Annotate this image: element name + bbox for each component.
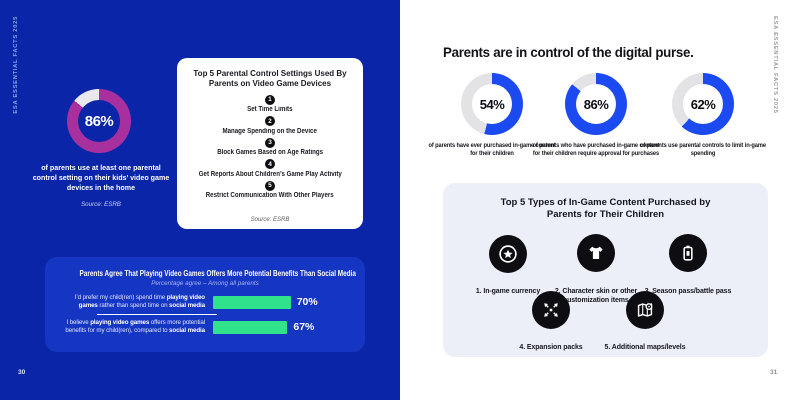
number-badge: 2 (264, 116, 275, 127)
edition-label-right: ESA ESSENTIAL FACTS 2025 (772, 16, 778, 114)
list-item-label: Manage Spending on the Device (222, 127, 318, 135)
purchase-item-label: 3. Season pass/battle pass (644, 288, 732, 295)
donut-hole: 54% (472, 84, 512, 124)
bar-label-text: rather than spend time on (97, 302, 170, 310)
bar-label: I’d prefer my child(ren) spend time play… (57, 294, 205, 310)
donut-value: 62% (690, 96, 716, 112)
donut-value: 86% (583, 96, 609, 112)
divider (97, 314, 217, 316)
number-badge: 1 (264, 94, 275, 105)
in-game-purchases-title: Top 5 Types of In-Game Content Purchased… (500, 197, 711, 221)
page-number-left: 30 (18, 369, 26, 376)
approval-required-donut-chart: 86% (565, 73, 627, 135)
number-badge: 4 (265, 159, 275, 170)
top5-settings-title: Top 5 Parental Control Settings Used By … (193, 69, 347, 89)
parental-controls-source: Source: ESRB (81, 201, 121, 208)
purchase-item-label: 4. Expansion packs (519, 344, 583, 351)
bar-label-bold: social media (169, 302, 205, 310)
bar (213, 320, 288, 334)
donut-hole: 62% (683, 84, 723, 124)
donut-caption: of parents have ever purchased in-game c… (428, 142, 556, 158)
donut-value: 54% (479, 96, 505, 112)
expand-arrows-icon (532, 291, 570, 329)
donut-caption: of parents who have purchased in-game co… (532, 142, 660, 158)
page-number-right: 31 (770, 369, 778, 376)
donut-caption: of parents use parental controls to limi… (640, 142, 766, 158)
bar-label-text: offers more potential benefits for my ch… (65, 319, 205, 335)
coin-icon (489, 235, 527, 273)
spending-limit-donut-chart: 62% (672, 73, 734, 135)
list-item-label: Set Time Limits (247, 106, 293, 114)
benefits-vs-social-media-chart: Parents Agree That Playing Video Games O… (45, 257, 365, 352)
list-item: 2 Manage Spending on the Device (216, 116, 323, 135)
benefits-bar-rows: I’d prefer my child(ren) spend time play… (45, 294, 365, 335)
edition-label-left: ESA ESSENTIAL FACTS 2025 (13, 16, 19, 114)
bar-value: 70% (296, 296, 318, 309)
donut-hole: 86% (576, 84, 616, 124)
bar-label-text: I believe (66, 319, 91, 327)
purchase-item-label: 2. Character skin or other customization… (554, 288, 638, 305)
left-page: ESA ESSENTIAL FACTS 2025 86% of parents … (0, 0, 400, 400)
list-item-label: Get Reports About Children’s Game Play A… (198, 170, 342, 178)
number-badge: 3 (265, 137, 275, 148)
parental-controls-donut-chart: 86% (67, 89, 131, 153)
donut-value: 86% (84, 112, 114, 130)
list-item: 1 Set Time Limits (244, 94, 296, 114)
tshirt-icon (577, 234, 615, 272)
list-item: 4 Get Reports About Children’s Game Play… (189, 159, 352, 178)
bar-value: 67% (293, 321, 315, 334)
parental-controls-caption: of parents use at least one parental con… (32, 163, 170, 193)
number-badge: 5 (264, 180, 275, 191)
bar-label-bold: social media (169, 327, 205, 335)
bar-label: I believe playing video games offers mor… (57, 319, 205, 335)
bar-row: I believe playing video games offers mor… (57, 319, 365, 335)
benefits-chart-subtitle: Percentage agree – Among all parents (151, 280, 259, 287)
in-game-purchases-card: Top 5 Types of In-Game Content Purchased… (443, 183, 768, 357)
pass-icon (669, 234, 707, 272)
right-page: ESA ESSENTIAL FACTS 2025 Parents are in … (400, 0, 800, 400)
list-item: 5 Restrict Communication With Other Play… (197, 180, 342, 200)
list-item: 3 Block Games Based on Age Ratings (210, 137, 330, 157)
list-item-label: Restrict Communication With Other Player… (206, 192, 334, 200)
bar-row: I’d prefer my child(ren) spend time play… (57, 294, 365, 310)
purchase-item-label: 1. In-game currency (475, 288, 541, 295)
purchase-item-label: 5. Additional maps/levels (604, 344, 686, 351)
bar-label-bold: playing video games (78, 294, 205, 310)
bar-label-text: I’d prefer my child(ren) spend time (74, 294, 167, 301)
benefits-chart-title: Parents Agree That Playing Video Games O… (79, 269, 356, 278)
bar (213, 295, 291, 309)
list-item-label: Block Games Based on Age Ratings (217, 149, 323, 157)
page-title: Parents are in control of the digital pu… (443, 44, 694, 60)
top5-settings-source: Source: ESRB (250, 217, 290, 223)
donut-hole: 86% (78, 100, 120, 142)
top5-settings-card: Top 5 Parental Control Settings Used By … (177, 58, 363, 229)
map-icon (626, 291, 664, 329)
purchased-content-donut-chart: 54% (461, 73, 523, 135)
bar-label-bold: playing video games (90, 319, 150, 327)
